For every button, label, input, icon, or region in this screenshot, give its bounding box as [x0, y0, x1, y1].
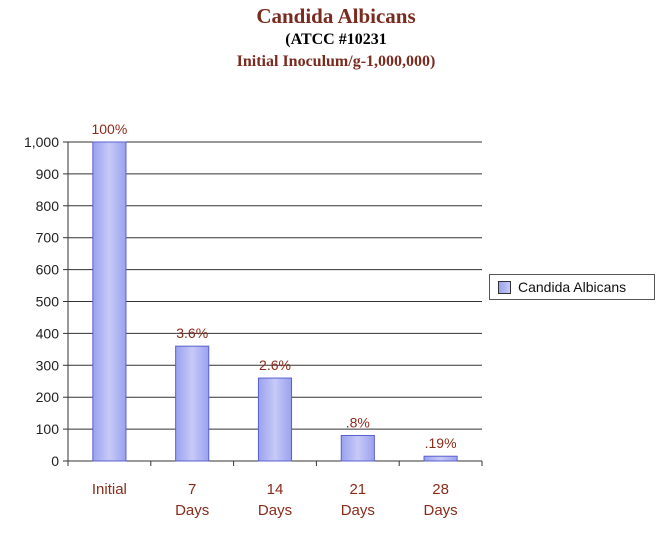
- y-tick-label: 200: [36, 389, 60, 405]
- legend-swatch: [498, 280, 511, 294]
- y-tick-label: 1,000: [24, 134, 59, 150]
- x-tick-label: 7 Days: [175, 481, 209, 519]
- chart-subtitle-line-2: (ATCC #10231: [285, 31, 387, 48]
- chart-title: Candida Albicans: [256, 4, 416, 28]
- y-tick-label: 600: [36, 262, 60, 278]
- data-label: .19%: [425, 435, 457, 451]
- chart-subtitle-line-3: Initial Inoculum/g-1,000,000): [236, 53, 436, 70]
- bar: [92, 141, 127, 462]
- bar: [175, 345, 210, 462]
- bar: [340, 434, 375, 462]
- y-tick-label: 0: [51, 453, 59, 469]
- legend-label: Candida Albicans: [518, 279, 627, 295]
- x-tick-label: 28 Days: [424, 481, 458, 519]
- chart-legend: Candida Albicans: [489, 274, 655, 300]
- y-tick-label: 800: [36, 198, 60, 214]
- bar: [257, 377, 293, 462]
- y-tick-label: 100: [36, 421, 60, 437]
- data-label: 3.6%: [176, 325, 208, 341]
- data-label: .8%: [346, 414, 370, 430]
- x-tick-label: Initial: [92, 481, 127, 498]
- chart-title-block: Candida Albicans (ATCC #10231 Initial In…: [0, 4, 672, 73]
- y-tick-label: 300: [36, 357, 60, 373]
- y-tick-label: 400: [36, 325, 60, 341]
- y-tick-label: 900: [36, 166, 60, 182]
- x-tick-label: 21 Days: [341, 481, 375, 519]
- y-tick-label: 700: [36, 230, 60, 246]
- x-tick-label: 14 Days: [258, 481, 292, 519]
- bar: [423, 455, 458, 462]
- y-tick-label: 500: [36, 294, 60, 310]
- data-label: 2.6%: [259, 357, 291, 373]
- data-label: 100%: [91, 121, 127, 137]
